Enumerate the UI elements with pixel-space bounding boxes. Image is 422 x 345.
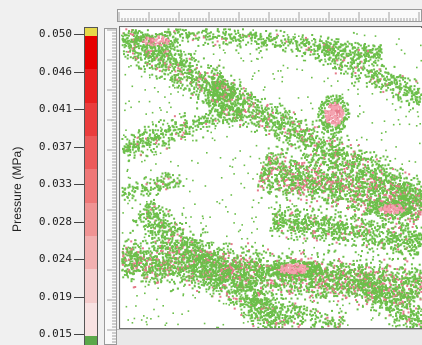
colorbar-tick-label: 0.050	[38, 27, 72, 40]
colorbar-tick	[74, 34, 84, 35]
colorbar-segment	[85, 236, 97, 270]
colorbar-tick-label: 0.037	[38, 139, 72, 153]
colorbar-tick	[74, 221, 84, 223]
pressure-map-image	[121, 28, 422, 328]
horizontal-scroll-strip[interactable]	[117, 329, 422, 345]
colorbar-tick-label: 0.028	[38, 214, 72, 228]
colorbar-tick-label: 0.024	[38, 252, 72, 265]
colorbar-top-swatch	[85, 28, 97, 36]
pressure-map[interactable]	[121, 28, 422, 328]
colorbar-segment	[85, 302, 97, 337]
colorbar-tick	[74, 296, 84, 298]
colorbar-segment	[85, 36, 97, 70]
colorbar-tick-label: 0.046	[38, 64, 72, 78]
colorbar-tick	[74, 71, 84, 73]
colorbar-tick-label: 0.015	[38, 327, 72, 340]
colorbar-segment	[85, 169, 97, 204]
colorbar-tick-label: 0.033	[38, 177, 72, 190]
colorbar-tick-label: 0.041	[38, 102, 72, 115]
colorbar-tick	[74, 109, 84, 110]
colorbar-segment	[85, 102, 97, 137]
colorbar-segment	[85, 269, 97, 304]
colorbar-tick	[74, 146, 84, 148]
colorbar-tick	[74, 184, 84, 185]
colorbar-tick-label: 0.019	[38, 289, 72, 303]
colorbar-tick	[74, 259, 84, 260]
colorbar-tick	[74, 334, 84, 335]
colorbar-segment	[85, 69, 97, 104]
colorbar-segment	[85, 136, 97, 170]
colorbar-segment	[85, 202, 97, 237]
colorbar-bottom-swatch	[85, 336, 97, 345]
